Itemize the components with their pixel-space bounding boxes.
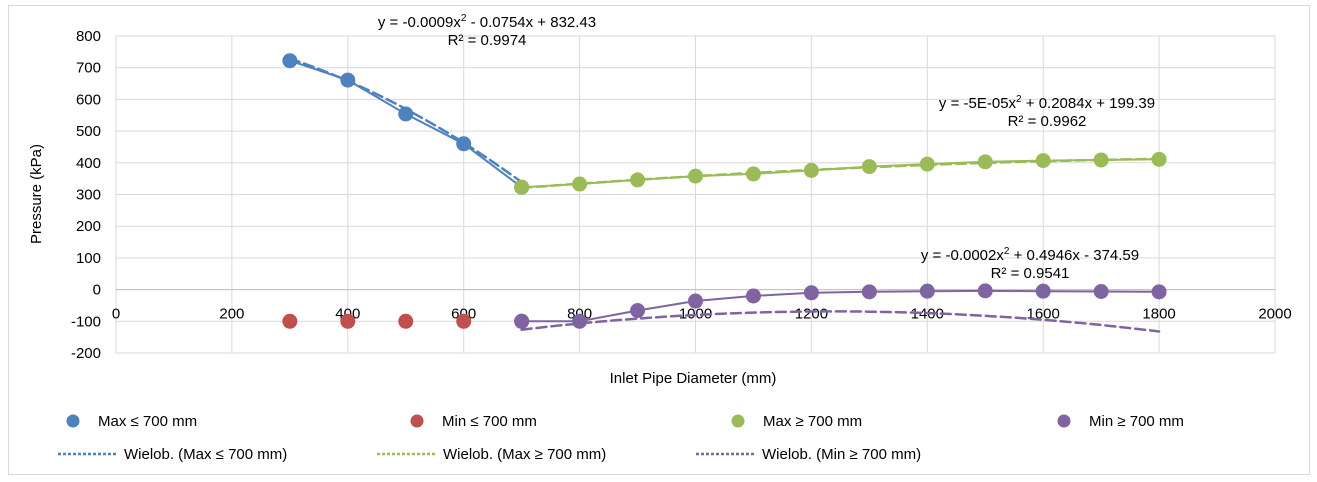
x-tick-label: 2000 (1258, 306, 1291, 323)
data-point (861, 284, 877, 300)
trendline-equation: y = -5E-05x2 + 0.2084x + 199.39 (939, 94, 1155, 112)
y-tick-label: 700 (76, 60, 101, 77)
y-axis-title: Pressure (kPa) (28, 144, 45, 244)
data-point (572, 313, 588, 329)
legend-label: Min ≥ 700 mm (1089, 413, 1184, 430)
legend-label: Wielob. (Max ≥ 700 mm) (443, 446, 606, 463)
data-point (688, 293, 703, 309)
data-point (977, 154, 993, 170)
data-point (919, 283, 935, 299)
equation-tail: + 0.2084x + 199.39 (1022, 95, 1155, 112)
data-point (1151, 284, 1167, 300)
legend: Max ≤ 700 mm Min ≤ 700 mm Max ≥ 700 mm Min … (58, 413, 1184, 463)
legend-label: Max ≤ 700 mm (98, 413, 197, 430)
x-tick-label: 0 (112, 306, 120, 323)
data-point (1093, 152, 1109, 168)
series-line-2 (521, 158, 1160, 189)
legend-label: Max ≥ 700 mm (763, 413, 862, 430)
equation-tail: - 0.0754x + 832.43 (466, 14, 596, 31)
equation-base: y = -0.0009x (378, 14, 461, 31)
grid (115, 35, 1276, 354)
data-point (1035, 153, 1051, 169)
data-point (803, 285, 819, 301)
chart-border (8, 5, 1310, 475)
y-tick-label: 600 (76, 91, 101, 108)
y-tick-label: 300 (76, 187, 101, 204)
equation-base: y = -5E-05x (939, 95, 1017, 112)
data-point (745, 166, 761, 182)
data-point (340, 72, 356, 88)
legend-marker (410, 414, 424, 428)
equation-exponent: 2 (461, 13, 467, 24)
trendline-2 (520, 310, 1161, 333)
trendline-r2: R² = 0.9962 (1008, 113, 1087, 130)
data-point (630, 303, 646, 319)
data-point (572, 176, 588, 192)
data-point (803, 162, 819, 178)
y-tick-label: 800 (76, 28, 101, 45)
data-point (688, 168, 703, 184)
data-point (977, 283, 993, 299)
y-tick-label: 200 (76, 218, 101, 235)
equation-base: y = -0.0002x (921, 247, 1004, 264)
data-point (456, 136, 472, 152)
trendline-r2: R² = 0.9541 (991, 265, 1070, 282)
data-point (1093, 284, 1109, 300)
data-point (282, 313, 298, 329)
equation-tail: + 0.4946x - 374.59 (1009, 247, 1139, 264)
data-point (282, 53, 298, 69)
legend-marker (731, 414, 745, 428)
y-tick-label: 0 (93, 282, 101, 299)
trendline-equation: y = -0.0009x2 - 0.0754x + 832.43 (378, 13, 596, 31)
y-tick-label: -200 (71, 345, 101, 362)
data-point (514, 179, 530, 195)
legend-marker (1057, 414, 1071, 428)
equation-exponent: 2 (1004, 246, 1010, 257)
x-tick-label: 200 (219, 306, 244, 323)
data-points (282, 53, 1167, 329)
legend-marker (66, 414, 80, 428)
x-tick-label: 1200 (795, 306, 828, 323)
data-point (456, 313, 472, 329)
trendline-r2: R² = 0.9974 (448, 32, 527, 49)
legend-label: Wielob. (Min ≥ 700 mm) (762, 446, 921, 463)
data-point (861, 159, 877, 175)
data-point (340, 313, 356, 329)
data-point (398, 313, 414, 329)
data-point (398, 106, 414, 122)
data-point (1151, 151, 1167, 167)
series-line-3 (521, 289, 1160, 323)
y-tick-label: -100 (71, 313, 101, 330)
data-point (745, 288, 761, 304)
data-point (1035, 283, 1051, 299)
data-point (919, 156, 935, 172)
equation-exponent: 2 (1016, 94, 1022, 105)
x-tick-label: 1800 (1142, 306, 1175, 323)
y-tick-label: 100 (76, 250, 101, 267)
trendline-equation: y = -0.0002x2 + 0.4946x - 374.59 (921, 246, 1139, 264)
y-tick-label: 400 (76, 155, 101, 172)
y-tick-label: 500 (76, 123, 101, 140)
legend-label: Min ≤ 700 mm (442, 413, 537, 430)
data-point (514, 313, 530, 329)
legend-label: Wielob. (Max ≤ 700 mm) (124, 446, 287, 463)
data-point (630, 172, 646, 188)
x-axis-title: Inlet Pipe Diameter (mm) (610, 370, 777, 387)
